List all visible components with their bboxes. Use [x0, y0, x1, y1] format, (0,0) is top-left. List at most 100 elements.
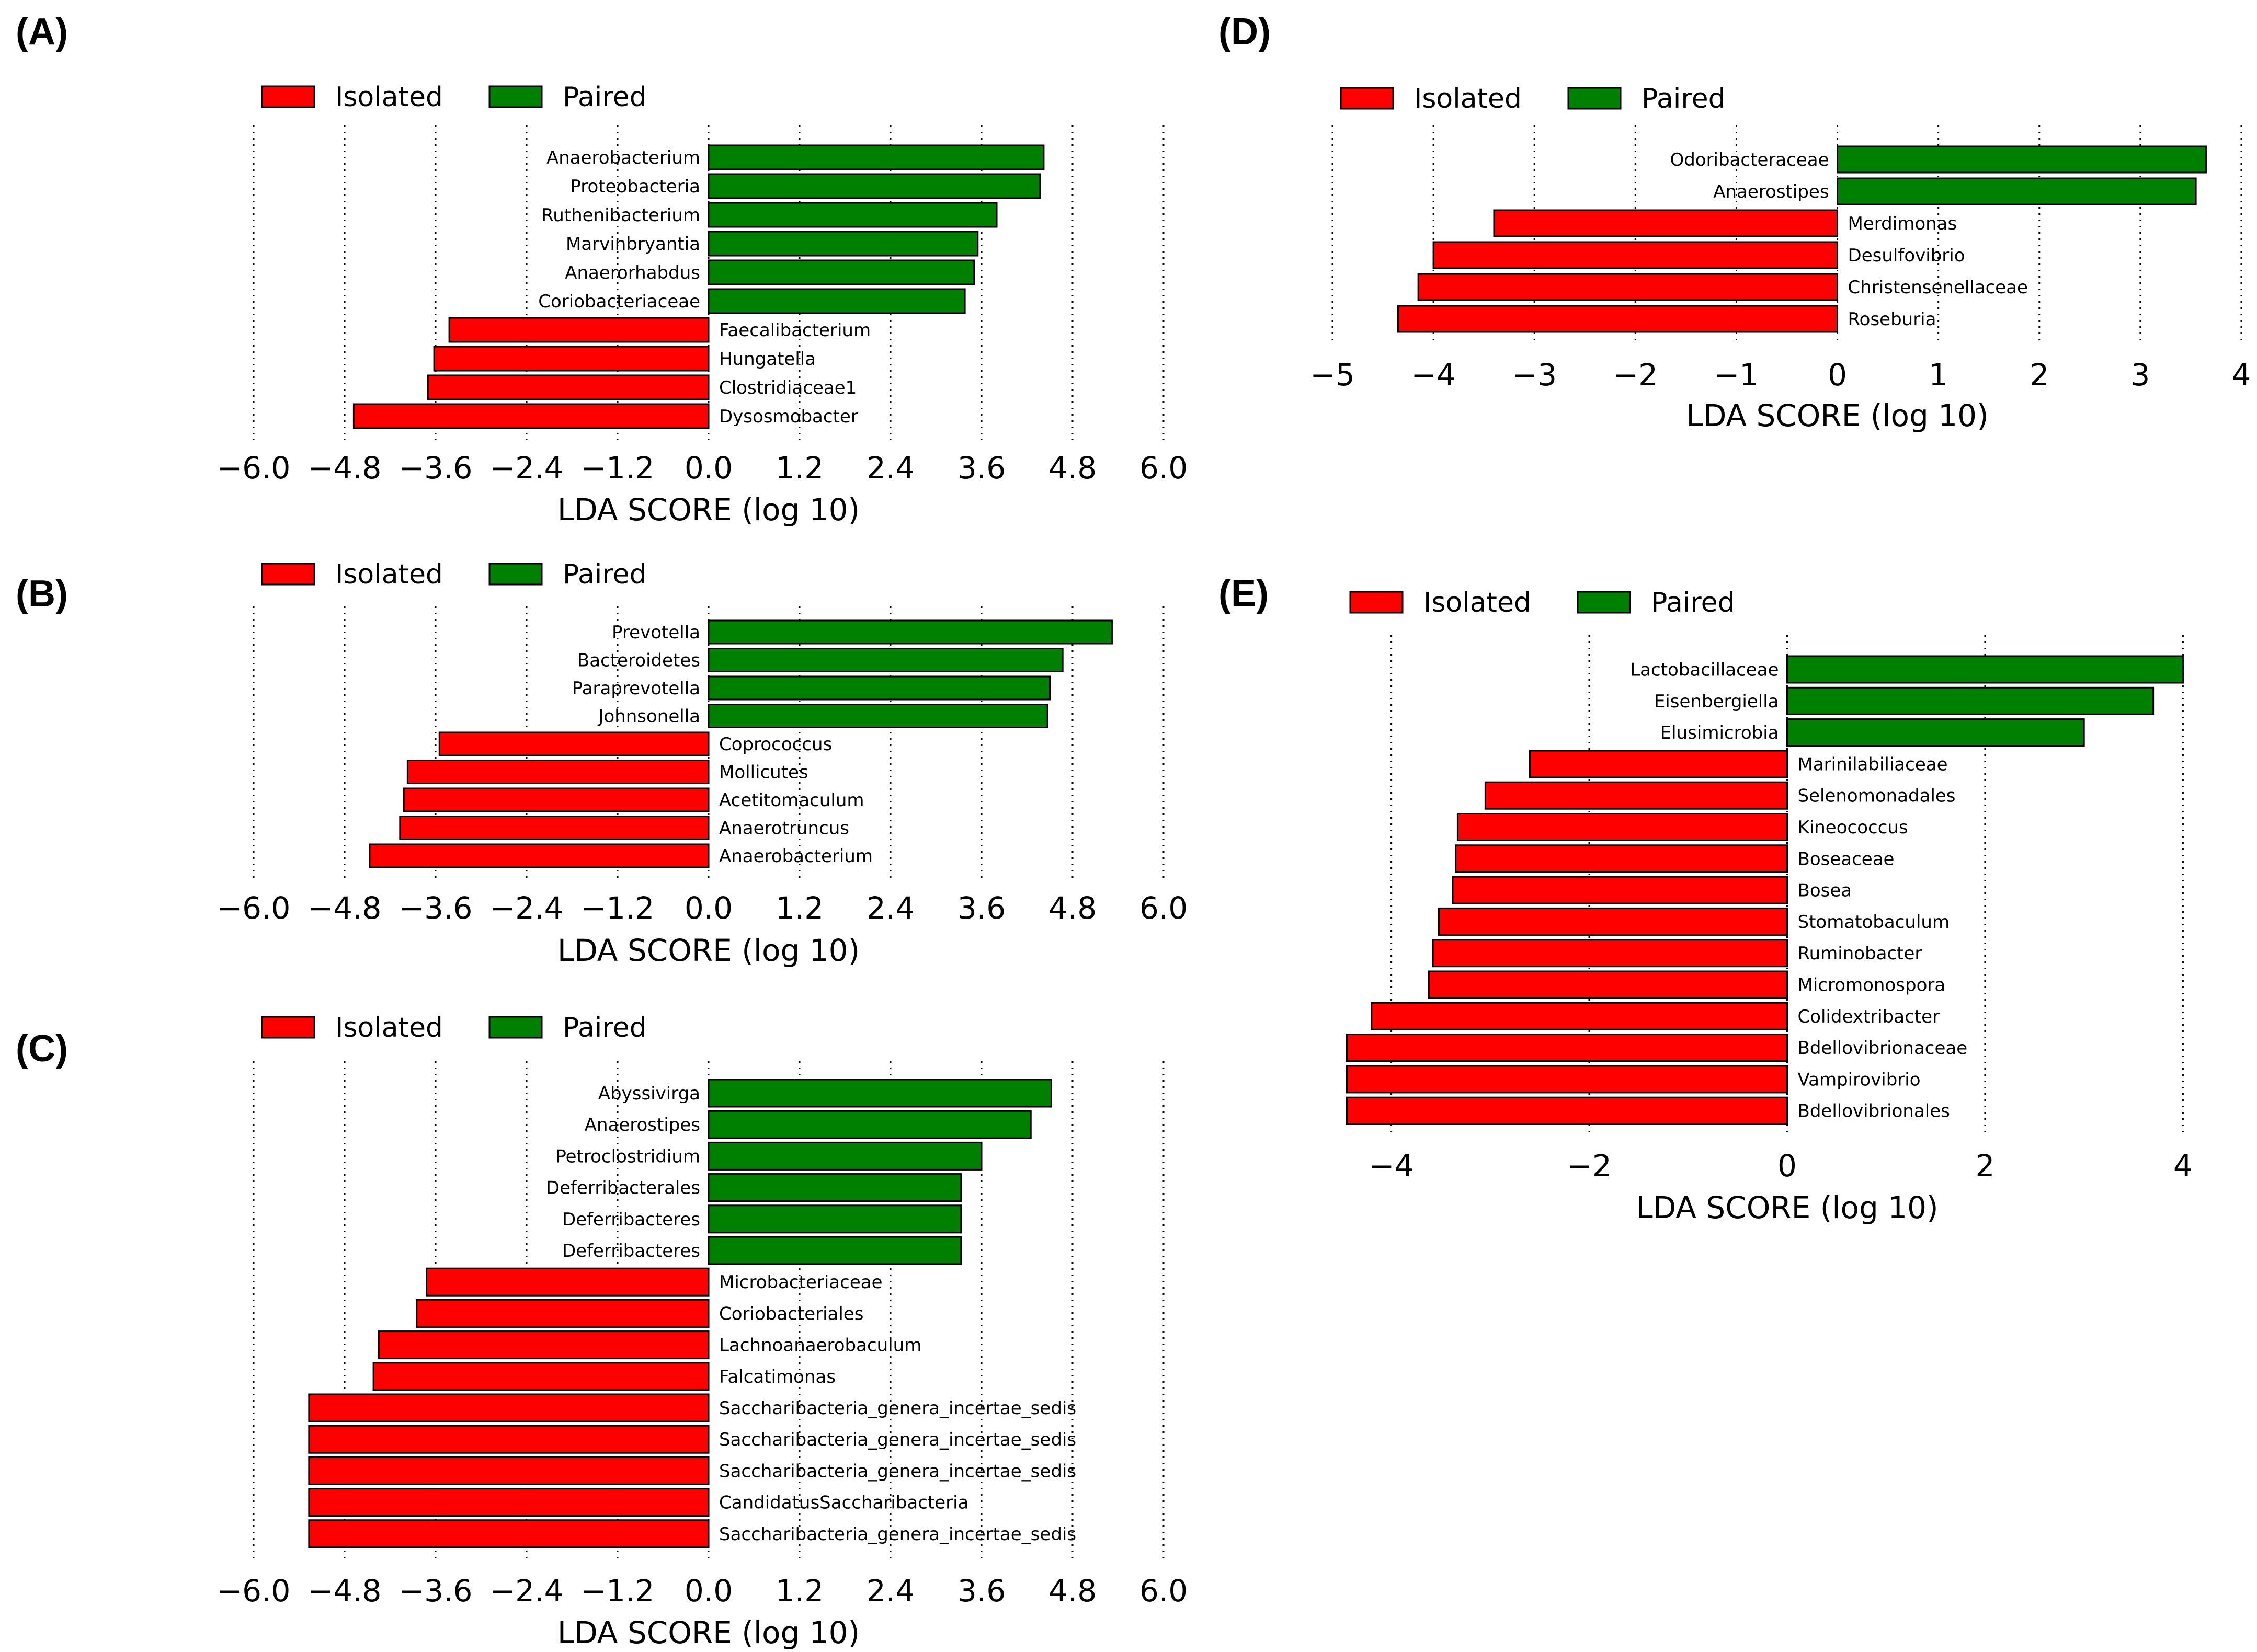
bar-label: Microbacteriaceae	[719, 1272, 883, 1293]
bar-label: Anaerostipes	[585, 1115, 700, 1135]
bar-micromonospora	[1428, 970, 1788, 999]
bar-petroclostridium	[708, 1141, 983, 1171]
bar-label: Deferribacteres	[562, 1241, 700, 1261]
x-tick-label: −6.0	[217, 1573, 291, 1609]
legend-swatch-paired	[1577, 591, 1631, 614]
legend: Isolated Paired	[261, 82, 647, 113]
x-tick-label: 0	[1777, 1148, 1797, 1184]
x-tick-label: −1.2	[581, 450, 655, 486]
bar-paraprevotella	[708, 675, 1051, 701]
bar-label: Faecalibacterium	[719, 320, 871, 341]
bar-kineococcus	[1456, 813, 1788, 841]
bar-label: Eisenbergiella	[1654, 691, 1779, 712]
legend-swatch-isolated	[1340, 87, 1394, 110]
bar-anaerobacterium	[708, 144, 1045, 170]
panel-b: (B) Isolated Paired Prevotella Bacteroidetes…	[16, 559, 1188, 968]
panel-a: (A) Isolated Paired Anaerobacterium Proteoba…	[16, 11, 1188, 527]
bar-roseburia	[1397, 305, 1839, 333]
x-axis-label: LDA SCORE (log 10)	[557, 492, 860, 527]
bar-label: Ruminobacter	[1798, 943, 1922, 964]
bar-label: Marinilabiliaceae	[1798, 754, 1948, 775]
x-axis-label: LDA SCORE (log 10)	[1686, 398, 1988, 433]
x-tick-label: 6.0	[1139, 1573, 1188, 1609]
x-tick-label: 1.2	[776, 450, 824, 486]
bar-marinilabiliaceae	[1529, 750, 1788, 778]
bar-label: Falcatimonas	[719, 1367, 836, 1387]
legend: Isolated Paired	[1340, 83, 1726, 114]
panel-letter: (B)	[16, 573, 68, 615]
x-tick-label: −6.0	[217, 450, 291, 486]
x-tick-label: 0	[1828, 357, 1847, 393]
bar-label: Bdellovibrionaceae	[1798, 1038, 1968, 1059]
legend: Isolated Paired	[261, 559, 647, 590]
x-tick-label: 4.8	[1048, 890, 1097, 926]
bar-label: Saccharibacteria_genera_incertae_sedis	[719, 1429, 1076, 1450]
x-axis-label: LDA SCORE (log 10)	[557, 1615, 860, 1650]
legend-swatch-isolated	[1349, 591, 1404, 614]
bar-stomatobaculum	[1438, 907, 1788, 936]
bar-hungatella	[433, 346, 710, 372]
panel-c: (C) Isolated Paired Abyssivirga Anaerostipes…	[16, 1012, 1188, 1650]
bar-christensenellaceae	[1417, 273, 1839, 301]
bar-label: Anaerotruncus	[719, 818, 849, 839]
x-tick-label: 0.0	[685, 450, 733, 486]
bar-anaerobacterium	[369, 843, 710, 868]
legend-label-isolated: Isolated	[335, 1012, 443, 1043]
bar-marvinbryantia	[708, 231, 979, 257]
bar-label: Deferribacterales	[546, 1178, 700, 1199]
bar-label: Clostridiaceae1	[719, 377, 857, 398]
bar-label: Micromonospora	[1798, 975, 1946, 996]
bar-merdimonas	[1493, 209, 1839, 237]
x-tick-label: 3.6	[957, 890, 1006, 926]
legend-swatch-paired	[488, 85, 543, 108]
bar-odoribacteraceae	[1837, 145, 2207, 174]
bar-label: Bdellovibrionales	[1798, 1101, 1950, 1122]
panel-letter: (E)	[1218, 573, 1269, 615]
bar-bosea	[1452, 876, 1788, 904]
bar-candidatussaccharibacteria	[308, 1488, 710, 1517]
bar-vampirovibrio	[1346, 1065, 1788, 1094]
x-tick-label: −4.8	[308, 450, 382, 486]
bar-prevotella	[708, 620, 1113, 645]
legend-swatch-paired	[488, 1016, 543, 1039]
x-tick-label: 4.8	[1048, 1573, 1097, 1609]
x-tick-label: 4	[2232, 357, 2251, 393]
bar-colidextribacter	[1371, 1002, 1788, 1030]
bar-bdellovibrionales	[1346, 1096, 1788, 1125]
x-tick-label: −2.4	[490, 450, 564, 486]
bar-lachnoanaerobaculum	[378, 1330, 710, 1360]
x-tick-label: 6.0	[1139, 890, 1188, 926]
panel-d: (D) Isolated Paired Odoribacteraceae Anaeros…	[1218, 11, 2251, 433]
bar-label: Anaerobacterium	[719, 846, 873, 867]
x-tick-label: −6.0	[217, 890, 291, 926]
bar-deferribacterales	[708, 1173, 962, 1202]
bar-lactobacillaceae	[1786, 655, 2184, 684]
bar-label: Coriobacteriales	[719, 1303, 863, 1324]
x-tick-label: −3.6	[399, 450, 473, 486]
bar-johnsonella	[708, 704, 1048, 728]
bar-proteobacteria	[708, 173, 1041, 199]
legend-label-paired: Paired	[1651, 587, 1735, 618]
x-tick-label: 4	[2173, 1148, 2193, 1184]
legend-label-paired: Paired	[563, 1012, 647, 1043]
x-tick-label: 3.6	[957, 450, 1006, 486]
legend-swatch-isolated	[261, 85, 315, 108]
bar-deferribacteres	[708, 1204, 962, 1234]
legend-label-paired: Paired	[1642, 83, 1726, 114]
bar-label: Johnsonella	[597, 706, 700, 727]
bar-anaerorhabdus	[708, 259, 975, 285]
x-tick-label: −4	[1411, 357, 1456, 393]
bar-faecalibacterium	[448, 317, 710, 343]
bar-saccharibacteria-genera-incertae-sedis	[308, 1425, 710, 1454]
x-tick-label: 4.8	[1048, 450, 1097, 486]
bar-label: Anaerostipes	[1713, 181, 1829, 202]
bar-clostridiaceae1	[427, 374, 710, 400]
legend-label-paired: Paired	[563, 82, 647, 113]
bar-label: Abyssivirga	[598, 1083, 700, 1104]
bar-label: Odoribacteraceae	[1670, 150, 1829, 170]
bar-coprococcus	[438, 731, 710, 756]
bar-label: Lactobacillaceae	[1630, 660, 1779, 681]
legend-swatch-isolated	[261, 1016, 315, 1039]
bar-label: Proteobacteria	[570, 176, 700, 197]
bar-selenomonadales	[1484, 781, 1788, 810]
